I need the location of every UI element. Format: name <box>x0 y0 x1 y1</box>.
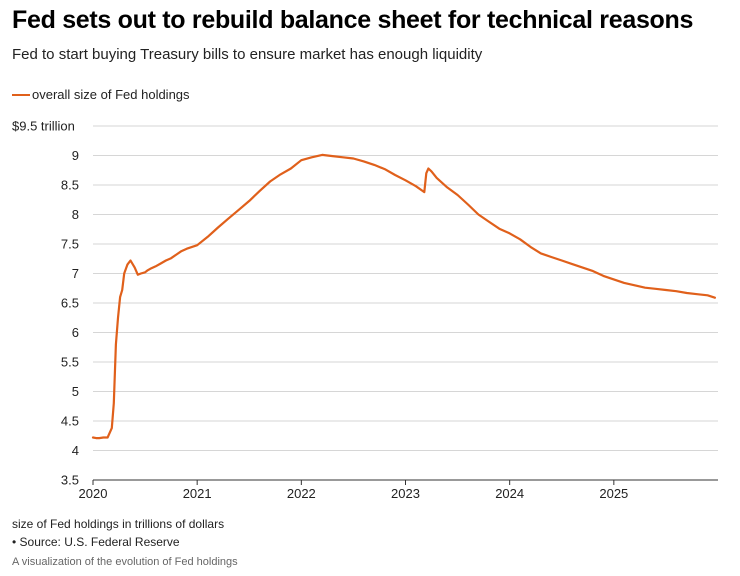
chart-subtitle: Fed to start buying Treasury bills to en… <box>12 46 483 63</box>
line-chart: $9.5 trillion98.587.576.565.554.543.5202… <box>12 119 718 501</box>
y-tick-label: 5 <box>72 384 79 399</box>
y-tick-label: 3.5 <box>61 473 79 488</box>
x-tick-label: 2020 <box>79 486 108 501</box>
x-tick-label: 2024 <box>495 486 524 501</box>
series-line <box>91 153 716 440</box>
y-tick-label: 7 <box>72 266 79 281</box>
legend-swatch <box>12 93 30 96</box>
y-tick-label: $9.5 trillion <box>12 119 75 134</box>
y-tick-label: 6 <box>72 325 79 340</box>
legend-label: overall size of Fed holdings <box>32 87 190 102</box>
y-tick-label: 8 <box>72 207 79 222</box>
y-tick-label: 5.5 <box>61 355 79 370</box>
units-note: size of Fed holdings in trillions of dol… <box>12 517 225 531</box>
y-tick-label: 6.5 <box>61 296 79 311</box>
x-tick-label: 2025 <box>599 486 628 501</box>
legend: overall size of Fed holdings <box>12 87 190 102</box>
chart-title: Fed sets out to rebuild balance sheet fo… <box>12 6 694 34</box>
x-tick-label: 2021 <box>183 486 212 501</box>
x-tick-label: 2022 <box>287 486 316 501</box>
x-tick-label: 2023 <box>391 486 420 501</box>
y-tick-label: 4 <box>72 443 79 458</box>
y-tick-label: 8.5 <box>61 178 79 193</box>
y-tick-label: 9 <box>72 148 79 163</box>
y-tick-label: 4.5 <box>61 414 79 429</box>
alt-text-note: A visualization of the evolution of Fed … <box>12 556 238 568</box>
y-tick-label: 7.5 <box>61 237 79 252</box>
source-note: • Source: U.S. Federal Reserve <box>12 535 180 549</box>
